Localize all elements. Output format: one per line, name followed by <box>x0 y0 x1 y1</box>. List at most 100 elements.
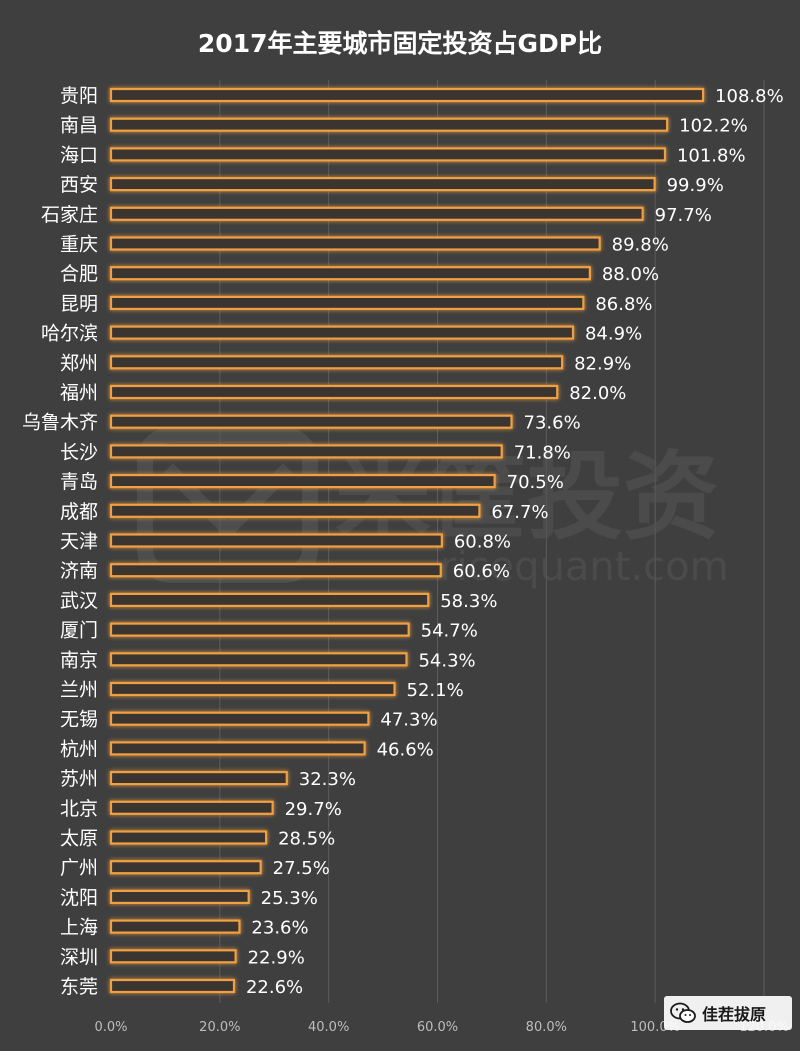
chart-title: 2017年主要城市固定投资占GDP比 <box>198 29 602 58</box>
bar <box>109 355 564 370</box>
value-label: 84.9% <box>585 324 642 345</box>
bar <box>109 444 503 459</box>
bar <box>109 177 656 192</box>
bar <box>109 889 250 905</box>
category-label: 西安 <box>60 174 98 196</box>
category-label: 深圳 <box>60 946 98 968</box>
category-label: 成都 <box>60 501 98 523</box>
watermark-url: ricequant.com <box>440 544 729 590</box>
value-label: 82.0% <box>569 383 626 404</box>
bar <box>109 563 442 578</box>
category-label: 乌鲁木齐 <box>22 412 98 434</box>
category-label: 太原 <box>60 828 98 850</box>
bar <box>109 266 591 281</box>
category-label: 长沙 <box>60 441 98 463</box>
category-label: 兰州 <box>60 679 98 701</box>
category-label: 合肥 <box>60 263 98 285</box>
category-label: 无锡 <box>60 709 98 731</box>
category-label: 哈尔滨 <box>41 323 98 345</box>
bar <box>109 206 644 221</box>
category-label: 海口 <box>60 144 98 166</box>
category-label: 北京 <box>60 798 98 820</box>
value-label: 73.6% <box>524 413 581 434</box>
x-tick-label: 20.0% <box>199 1020 240 1035</box>
bars <box>109 87 705 994</box>
value-label: 22.6% <box>246 977 303 998</box>
category-label: 济南 <box>60 560 98 582</box>
category-label: 沈阳 <box>60 887 98 909</box>
value-label: 32.3% <box>299 769 356 790</box>
value-label: 97.7% <box>655 205 712 226</box>
bar <box>109 949 237 964</box>
value-label: 82.9% <box>574 353 631 374</box>
bar <box>109 622 410 637</box>
category-label: 昆明 <box>60 293 98 315</box>
category-label: 上海 <box>60 917 98 939</box>
category-label: 郑州 <box>60 352 98 374</box>
value-label: 23.6% <box>251 918 308 939</box>
bar <box>109 800 274 815</box>
account-name: 佳茬拔原 <box>702 1005 767 1024</box>
bar <box>109 681 396 697</box>
bar <box>109 147 667 162</box>
value-label: 46.6% <box>377 739 434 760</box>
category-label: 东莞 <box>60 976 98 998</box>
bar <box>109 236 601 251</box>
value-label: 25.3% <box>261 888 318 909</box>
category-label: 青岛 <box>60 471 98 493</box>
value-label: 29.7% <box>285 799 342 820</box>
bar <box>109 295 585 310</box>
value-label: 28.5% <box>278 829 335 850</box>
value-labels: 108.8% 102.2% 101.8% 99.9% 97.7% 89.8% 88.0% 86… <box>246 86 784 998</box>
value-label: 54.3% <box>418 650 475 671</box>
value-label: 58.3% <box>440 591 497 612</box>
category-labels: 贵阳南昌海口西安石家庄重庆合肥昆明哈尔滨郑州福州乌鲁木齐长沙青岛成都天津济南武汉… <box>22 85 98 998</box>
bar <box>109 414 513 429</box>
bar <box>109 503 481 518</box>
x-tick-label: 0.0% <box>94 1020 127 1035</box>
x-tick-label: 60.0% <box>417 1020 458 1035</box>
value-label: 101.8% <box>677 145 746 166</box>
category-label: 厦门 <box>60 620 98 642</box>
category-label: 天津 <box>60 531 98 553</box>
bar <box>109 741 366 756</box>
category-label: 广州 <box>60 857 98 879</box>
bar <box>109 860 262 875</box>
category-label: 武汉 <box>60 590 98 612</box>
account-badge: 佳茬拔原 <box>664 996 792 1030</box>
value-label: 71.8% <box>514 442 571 463</box>
x-tick-label: 40.0% <box>308 1020 349 1035</box>
bar <box>109 919 241 934</box>
value-label: 89.8% <box>612 235 669 256</box>
category-label: 杭州 <box>60 738 98 760</box>
bar <box>109 770 288 786</box>
bar <box>109 117 669 132</box>
bar <box>109 384 559 400</box>
value-label: 27.5% <box>273 858 330 879</box>
value-label: 88.0% <box>602 264 659 285</box>
bar <box>109 652 408 667</box>
bar <box>109 533 443 548</box>
value-label: 60.8% <box>454 532 511 553</box>
value-label: 54.7% <box>421 621 478 642</box>
bar <box>109 978 236 994</box>
category-label: 福州 <box>60 382 98 404</box>
value-label: 22.9% <box>248 947 305 968</box>
bar <box>109 592 430 608</box>
value-label: 52.1% <box>407 680 464 701</box>
category-label: 石家庄 <box>41 204 98 226</box>
category-label: 贵阳 <box>60 85 98 107</box>
value-label: 70.5% <box>507 472 564 493</box>
value-label: 102.2% <box>679 116 748 137</box>
wechat-icon <box>670 1002 696 1023</box>
bar <box>109 87 705 103</box>
category-label: 重庆 <box>60 234 98 256</box>
category-label: 南京 <box>60 649 98 671</box>
bar <box>109 474 496 489</box>
category-label: 苏州 <box>60 768 98 790</box>
watermark: 米筐投资 ricequant.com <box>137 427 729 590</box>
value-label: 47.3% <box>380 710 437 731</box>
bar <box>109 830 268 845</box>
bar <box>109 325 575 340</box>
